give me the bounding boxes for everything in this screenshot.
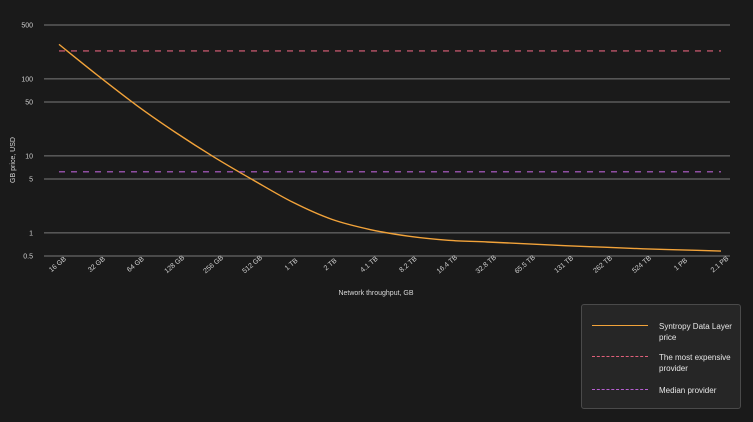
x-tick-label: 1 TB	[284, 257, 300, 272]
y-tick-label: 5	[29, 177, 33, 184]
legend-swatch-syntropy	[590, 322, 650, 330]
x-tick-label: 2 TB	[323, 257, 339, 272]
legend-label-median: Median provider	[659, 386, 717, 395]
legend-label-syntropy: Syntropy Data Layer price	[659, 322, 732, 342]
legend-item-median: Median provider	[590, 385, 734, 396]
x-tick-label: 65.5 TB	[514, 254, 537, 275]
x-tick-label: 1 PB	[673, 257, 689, 272]
legend-swatch-expensive	[590, 353, 650, 361]
legend-item-syntropy: Syntropy Data Layer price	[590, 321, 734, 343]
legend-item-expensive: The most expensive provider	[590, 352, 734, 374]
y-tick-label: 100	[21, 76, 33, 83]
x-tick-label: 32.8 TB	[475, 254, 498, 275]
x-tick-label: 32 GB	[87, 256, 107, 274]
x-tick-label: 262 TB	[592, 255, 614, 275]
x-tick-label: 128 GB	[164, 254, 187, 275]
series-syntropy-line	[58, 43, 722, 252]
y-tick-label: 50	[25, 100, 33, 107]
legend-label-expensive: The most expensive provider	[659, 353, 731, 373]
x-tick-label: 524 TB	[631, 255, 653, 275]
y-axis-title: GB price, USD	[10, 137, 17, 183]
x-tick-label: 8.2 TB	[398, 255, 418, 274]
y-tick-label: 1	[29, 230, 33, 237]
x-tick-label: 16 GB	[48, 256, 68, 274]
chart-legend: Syntropy Data Layer price The most expen…	[581, 304, 741, 409]
x-axis-title: Network throughput, GB	[338, 290, 413, 297]
y-tick-label: 500	[21, 23, 33, 30]
x-tick-label: 16.4 TB	[436, 254, 459, 275]
y-tick-label: 10	[25, 153, 33, 160]
y-tick-label: 0.5	[23, 254, 33, 261]
legend-swatch-median	[590, 386, 650, 394]
x-tick-label: 2.1 PB	[710, 255, 731, 274]
x-tick-label: 512 GB	[241, 254, 264, 275]
x-tick-label: 4.1 TB	[359, 255, 379, 274]
x-tick-label: 64 GB	[126, 256, 146, 274]
x-tick-label: 256 GB	[202, 254, 225, 275]
x-tick-label: 131 TB	[553, 255, 575, 275]
